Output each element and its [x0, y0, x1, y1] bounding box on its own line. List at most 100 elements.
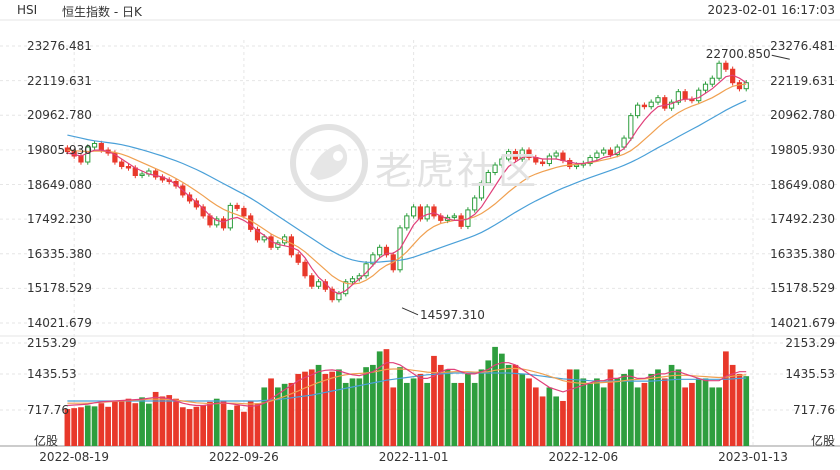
candle-body: [506, 151, 512, 160]
volume-bar: [64, 409, 71, 446]
candle-body: [702, 83, 709, 91]
volume-bar: [716, 387, 722, 446]
volume-bar: [566, 369, 573, 446]
volume-bar: [702, 378, 709, 446]
candle-body: [424, 206, 430, 220]
candle-body: [743, 82, 749, 90]
candle-body: [220, 218, 227, 229]
volume-bar: [254, 403, 261, 446]
volume-bar: [268, 378, 274, 446]
volume-bar: [186, 409, 193, 446]
volume-bar: [363, 367, 369, 446]
volume-tick-left: 717.76: [27, 403, 69, 417]
volume-tick-right: 2153.29: [785, 336, 835, 350]
candle-body: [492, 164, 498, 174]
candle-body: [98, 142, 104, 151]
candle-body: [709, 77, 715, 85]
candle-body: [241, 207, 247, 217]
candle-body: [139, 173, 145, 176]
volume-bar: [376, 351, 383, 446]
volume-bar: [213, 398, 220, 446]
candle-body: [431, 206, 437, 217]
price-tick-left: 22119.631: [27, 73, 92, 88]
candle-body: [458, 215, 464, 227]
price-tick-right: 20962.780: [770, 108, 835, 123]
candle-body: [302, 261, 308, 277]
volume-bar: [668, 364, 675, 446]
volume-bar: [322, 373, 329, 446]
candle-body: [91, 142, 98, 148]
volume-bar: [152, 391, 159, 446]
volume-bar: [370, 364, 376, 446]
volume-bar: [655, 369, 661, 446]
volume-bar: [512, 364, 519, 446]
candle-body: [153, 170, 159, 178]
candle-body: [78, 155, 84, 163]
high-annotation-label: 22700.850: [705, 47, 771, 62]
candle-body: [641, 104, 648, 108]
volume-bar: [573, 369, 580, 446]
volume-bar: [71, 408, 78, 446]
volume-bar: [675, 369, 682, 446]
price-tick-left: 18649.080: [27, 177, 92, 192]
candle-body: [336, 293, 342, 301]
candle-body: [675, 91, 681, 103]
volume-bar: [505, 364, 512, 446]
candle-body: [485, 172, 491, 184]
price-tick-left: 19805.930: [27, 142, 92, 157]
volume-bar: [458, 382, 464, 446]
date-tick: 2022-09-26: [209, 450, 279, 464]
volume-unit-right: 亿股: [810, 434, 835, 448]
volume-bar: [709, 387, 716, 446]
candle-body: [112, 152, 118, 163]
volume-bar: [594, 378, 600, 446]
candle-body: [560, 152, 566, 162]
volume-bar: [125, 398, 132, 446]
volume-bar: [98, 403, 105, 446]
volume-bar: [641, 382, 648, 446]
volume-bar: [302, 371, 308, 446]
candle-body: [573, 164, 580, 168]
price-tick-left: 20962.780: [27, 108, 92, 123]
volume-bar: [437, 364, 444, 446]
volume-bar: [553, 396, 560, 446]
volume-bar: [587, 382, 593, 446]
candle-body: [682, 91, 688, 100]
candle-body: [668, 101, 675, 109]
price-tick-right: 22119.631: [770, 73, 835, 88]
candle-body: [261, 236, 267, 241]
candle-body: [329, 288, 335, 301]
candle-body: [383, 246, 390, 256]
volume-bar: [315, 364, 322, 446]
volume-bar: [179, 407, 186, 446]
candle-body: [526, 149, 532, 159]
volume-bar: [173, 398, 179, 446]
volume-bar: [308, 369, 315, 446]
volume-bar: [471, 382, 478, 446]
volume-bar: [78, 407, 84, 446]
volume-bar: [336, 369, 342, 446]
date-tick: 2022-08-19: [39, 450, 110, 464]
volume-bar: [485, 360, 492, 446]
volume-bar: [600, 387, 607, 446]
volume-unit-left: 亿股: [34, 434, 59, 448]
volume-bar: [519, 373, 526, 446]
price-tick-left: 23276.481: [27, 39, 92, 53]
quote-datetime: 2023-02-01 16:17:03: [707, 3, 835, 17]
price-tick-right: 23276.481: [770, 39, 835, 53]
volume-bar: [220, 400, 227, 446]
watermark-logo-icon: [290, 124, 368, 202]
price-ma-long-line: [67, 99, 747, 263]
date-tick: 2022-12-06: [548, 450, 619, 464]
candle-body: [254, 228, 261, 241]
candle-body: [512, 151, 519, 160]
volume-bar: [234, 405, 240, 446]
candle-body: [119, 161, 125, 168]
candle-body: [587, 157, 593, 165]
candle-body: [716, 62, 722, 79]
volume-bar: [227, 409, 234, 446]
volume-bar: [397, 367, 403, 446]
volume-bar: [410, 378, 417, 446]
